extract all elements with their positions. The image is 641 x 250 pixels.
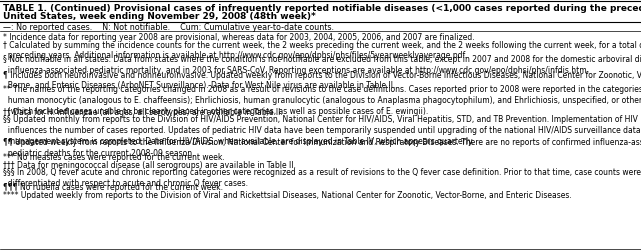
Text: TABLE 1. (Continued) Provisional cases of infrequently reported notifiable disea: TABLE 1. (Continued) Provisional cases o…	[3, 4, 641, 13]
Text: **** Updated weekly from reports to the Division of Viral and Rickettsial Diseas: **** Updated weekly from reports to the …	[3, 190, 572, 200]
Text: *** No measles cases were reported for the current week.: *** No measles cases were reported for t…	[3, 153, 225, 162]
Text: ¶¶¶ No rubella cases were reported for the current week.: ¶¶¶ No rubella cases were reported for t…	[3, 183, 223, 192]
Text: —: No reported cases.    N: Not notifiable.    Cum: Cumulative year-to-date coun: —: No reported cases. N: Not notifiable.…	[3, 24, 334, 32]
Text: ††† Data for meningococcal disease (all serogroups) are available in Table II.: ††† Data for meningococcal disease (all …	[3, 160, 296, 170]
Text: * Incidence data for reporting year 2008 are provisional, whereas data for 2003,: * Incidence data for reporting year 2008…	[3, 33, 474, 42]
Text: ¶¶ Updated weekly from reports to the Influenza Division, National Center for Im: ¶¶ Updated weekly from reports to the In…	[3, 138, 641, 158]
Text: ** The names of the reporting categories changed in 2008 as a result of revision: ** The names of the reporting categories…	[3, 86, 641, 116]
Text: § Not notifiable in all states. Data from states where the condition is not noti: § Not notifiable in all states. Data fro…	[3, 56, 641, 75]
Text: §§ Updated monthly from reports to the Division of HIV/AIDS Prevention, National: §§ Updated monthly from reports to the D…	[3, 116, 641, 146]
Text: † Calculated by summing the incidence counts for the current week, the 2 weeks p: † Calculated by summing the incidence co…	[3, 40, 641, 60]
Text: ¶ Includes both neuroinvasive and nonneuroinvasive. Updated weekly from reports : ¶ Includes both neuroinvasive and nonneu…	[3, 70, 641, 90]
Text: §§§ In 2008, Q fever acute and chronic reporting categories were recognized as a: §§§ In 2008, Q fever acute and chronic r…	[3, 168, 641, 188]
Text: United States, week ending November 29, 2008 (48th week)*: United States, week ending November 29, …	[3, 12, 316, 21]
Text: †† Data for H. influenzae (all ages, all serotypes) are available in Table II.: †† Data for H. influenzae (all ages, all…	[3, 108, 283, 117]
